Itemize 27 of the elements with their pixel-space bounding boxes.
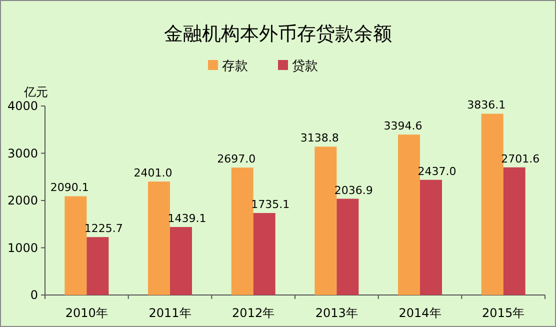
chart-title: 金融机构本外币存贷款余额 xyxy=(164,23,392,45)
data-label: 3836.1 xyxy=(467,98,506,112)
y-tick-label: 2000 xyxy=(7,194,38,208)
data-label: 2401.0 xyxy=(134,166,172,180)
data-label: 2090.1 xyxy=(50,181,89,194)
data-label: 2437.0 xyxy=(418,164,456,178)
data-label: 2697.0 xyxy=(217,152,256,166)
x-tick-label: 2015年 xyxy=(482,306,525,320)
y-tick-label: 4000 xyxy=(7,99,38,113)
legend-label: 存款 xyxy=(222,59,248,74)
data-label: 2036.9 xyxy=(334,184,373,197)
x-tick-label: 2011年 xyxy=(148,306,192,320)
legend-label: 贷款 xyxy=(292,59,318,74)
data-label: 3394.6 xyxy=(384,120,422,133)
data-label: 1735.1 xyxy=(251,198,290,212)
data-label: 1439.1 xyxy=(168,212,206,226)
data-label: 3138.8 xyxy=(300,132,339,145)
x-tick-label: 2010年 xyxy=(65,306,108,320)
x-tick-label: 2012年 xyxy=(232,306,275,320)
data-label: 1225.7 xyxy=(84,222,123,236)
data-label: 2701.6 xyxy=(501,152,540,166)
y-tick-label: 1000 xyxy=(7,240,38,255)
y-tick-label: 0 xyxy=(30,288,38,302)
y-tick-label: 3000 xyxy=(7,146,38,160)
y-axis-title: 亿元 xyxy=(23,85,48,99)
x-tick-label: 2013年 xyxy=(315,306,358,320)
x-tick-label: 2014年 xyxy=(398,306,442,320)
